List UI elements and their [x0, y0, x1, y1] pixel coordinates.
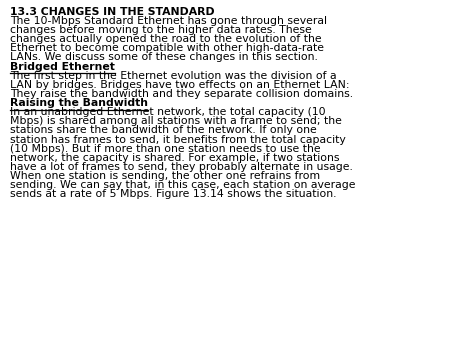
Text: LAN by bridges. Bridges have two effects on an Ethernet LAN:: LAN by bridges. Bridges have two effects…	[10, 80, 349, 90]
Text: Mbps) is shared among all stations with a frame to send; the: Mbps) is shared among all stations with …	[10, 116, 342, 126]
Text: stations share the bandwidth of the network. If only one: stations share the bandwidth of the netw…	[10, 125, 317, 136]
Text: network, the capacity is shared. For example, if two stations: network, the capacity is shared. For exa…	[10, 153, 339, 163]
Text: changes before moving to the higher data rates. These: changes before moving to the higher data…	[10, 25, 312, 35]
Text: 13.3 CHANGES IN THE STANDARD: 13.3 CHANGES IN THE STANDARD	[10, 7, 215, 17]
Text: Bridged Ethernet: Bridged Ethernet	[10, 62, 115, 72]
Text: The first step in the Ethernet evolution was the division of a: The first step in the Ethernet evolution…	[10, 71, 337, 81]
Text: In an unabridged Ethernet network, the total capacity (10: In an unabridged Ethernet network, the t…	[10, 107, 325, 117]
Text: LANs. We discuss some of these changes in this section.: LANs. We discuss some of these changes i…	[10, 52, 318, 63]
Text: Raising the Bandwidth: Raising the Bandwidth	[10, 98, 148, 108]
Text: The 10-Mbps Standard Ethernet has gone through several: The 10-Mbps Standard Ethernet has gone t…	[10, 16, 327, 26]
Text: station has frames to send, it benefits from the total capacity: station has frames to send, it benefits …	[10, 135, 346, 145]
Text: When one station is sending, the other one refrains from: When one station is sending, the other o…	[10, 171, 320, 181]
Text: sends at a rate of 5 Mbps. Figure 13.14 shows the situation.: sends at a rate of 5 Mbps. Figure 13.14 …	[10, 189, 337, 199]
Text: have a lot of frames to send, they probably alternate in usage.: have a lot of frames to send, they proba…	[10, 162, 353, 172]
Text: Ethernet to become compatible with other high-data-rate: Ethernet to become compatible with other…	[10, 43, 324, 53]
Text: sending. We can say that, in this case, each station on average: sending. We can say that, in this case, …	[10, 180, 356, 190]
Text: (10 Mbps). But if more than one station needs to use the: (10 Mbps). But if more than one station …	[10, 144, 320, 154]
Text: They raise the bandwidth and they separate collision domains.: They raise the bandwidth and they separa…	[10, 89, 353, 99]
Text: changes actually opened the road to the evolution of the: changes actually opened the road to the …	[10, 34, 321, 44]
